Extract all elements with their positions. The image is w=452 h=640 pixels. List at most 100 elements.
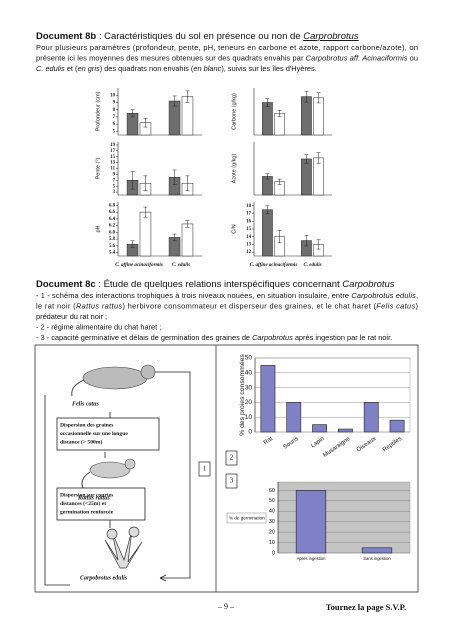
error-bar [265,173,270,180]
y-axis-label: Pente (°) [95,157,101,179]
heading: Document 8c : Étude de quelques relation… [36,279,395,290]
error-bar [316,92,321,104]
bar [295,490,327,554]
figure-number: 2 [230,454,234,462]
paragraph-line: présente ici les moyennes des mesures ob… [36,53,418,62]
text-run: Pour plusieurs paramètres (profondeur, p… [36,43,418,52]
paragraph-line: - 2 - régime alimentaire du chat haret ; [36,322,161,331]
y-tick-label: 5.4 [109,251,116,256]
bar [260,365,276,433]
error-bar [277,110,282,117]
x-tick-label: Souris [282,436,299,451]
error-bar [172,95,177,107]
text-run: ) des quadrats non envahis ( [100,64,194,73]
error-bar [130,109,135,118]
y-tick-label: 6.8 [109,203,116,208]
error-bar [304,234,309,247]
y-tick-label: 5.8 [109,237,116,242]
label-box [225,450,238,466]
page-number: – 9 – [217,602,235,611]
y-tick-label: 6.0 [109,230,116,235]
species-label: Rattus rattus [77,495,111,501]
italic-run: Carpobrotus edulis [351,291,416,300]
y-tick-label: 3 [113,190,116,195]
y-tick-label: 5 [113,129,116,134]
bar [286,402,302,433]
y-axis-label: Carbone (g/kg) [231,93,237,130]
heading-text: : Caractéristiques du sol en présence ou… [96,31,303,42]
box-long [56,417,160,451]
figure-number: 3 [230,477,234,485]
italic-run: Rattus rattus [76,301,122,310]
text-run: ou [408,53,418,62]
paragraph-line: C. edulis et (en gris) des quadrats non … [36,64,317,73]
plot-area [254,357,411,433]
bar [361,547,393,554]
paragraph-line: le rat noir (Rattus rattus) herbivore co… [36,301,418,310]
bar [389,419,405,433]
error-bar [172,233,177,242]
plant-drawing [104,526,143,569]
y-tick-label: 7 [113,178,116,183]
bar [301,96,312,136]
error-bar [304,154,309,164]
error-bar [277,178,282,185]
paragraph-line: prédateur du rat noir ; [36,312,107,321]
y-tick-label: 40 [269,509,275,515]
text-run: prédateur du rat noir ; [36,312,107,321]
bar [139,211,152,257]
error-bar [143,118,148,128]
x-tick-label: Oiseaux [356,436,377,454]
bar [312,424,327,433]
y-tick-label: 30 [269,519,275,525]
x-tick-label: Musaraigne [322,436,352,459]
text-run: après ingestion par le rat noir. [293,333,392,342]
error-bar [185,90,190,103]
error-bar [316,152,321,164]
error-bar [185,175,190,191]
error-bar [143,206,148,218]
y-tick-label: 8 [113,108,116,113]
y-axis-label: Azote (g/kg) [231,154,237,184]
bar [181,223,194,257]
y-tick-label: 9 [113,172,116,177]
italic-run: Carpobrotus [252,333,293,342]
x-tick-label: Lapin [310,436,325,449]
y-axis-label: % de germination [229,516,265,521]
italic-run: en gris [78,64,100,73]
x-tick-label: Rat [263,436,274,446]
heading-text: : Étude de quelques relations interspéci… [96,279,343,290]
y-axis-label: % des proies consommées [239,354,246,436]
heading: Document 8b : Caractéristiques du sol en… [36,31,359,42]
text-run: présente ici les moyennes des mesures ob… [36,53,306,62]
text-run: ) [416,301,418,310]
legend-box [226,512,267,524]
y-tick-label: 5 [113,184,116,189]
category-label: C. affine acinaciformis [250,263,298,268]
box-text: germination renforcée [60,509,114,515]
y-tick-label: 14 [246,235,251,240]
error-bar [277,230,282,244]
y-tick-label: 20 [245,399,253,406]
error-bar [316,239,321,250]
heading-label: Document 8b [36,31,96,42]
category-label: C. edulis [172,263,190,268]
heading-taxon: Carprobrotus [303,31,359,42]
paragraph-line: Pour plusieurs paramètres (profondeur, p… [36,43,418,52]
y-tick-label: 11 [110,167,115,172]
error-bar [185,220,190,228]
y-tick-label: 6.6 [109,210,116,215]
box-text: distances (<25m) et [60,500,106,507]
paragraph-line: - 3 - capacité germinative et délais de … [36,333,392,342]
y-tick-label: 0 [272,550,275,556]
y-tick-label: 9 [113,101,116,106]
category-label: C. affine acinaciformis [115,263,163,268]
text-run: ), suivis sur les îles d'Hyères. [221,64,316,73]
y-tick-label: 10 [110,93,115,98]
italic-run: Carpobrotus aff. Acinaciformis [306,53,408,62]
bar [338,428,353,433]
bar [262,102,273,136]
y-axis-label: Profondeur (cm) [95,91,101,131]
y-tick-label: 6.4 [109,217,116,222]
box-short [56,487,146,521]
